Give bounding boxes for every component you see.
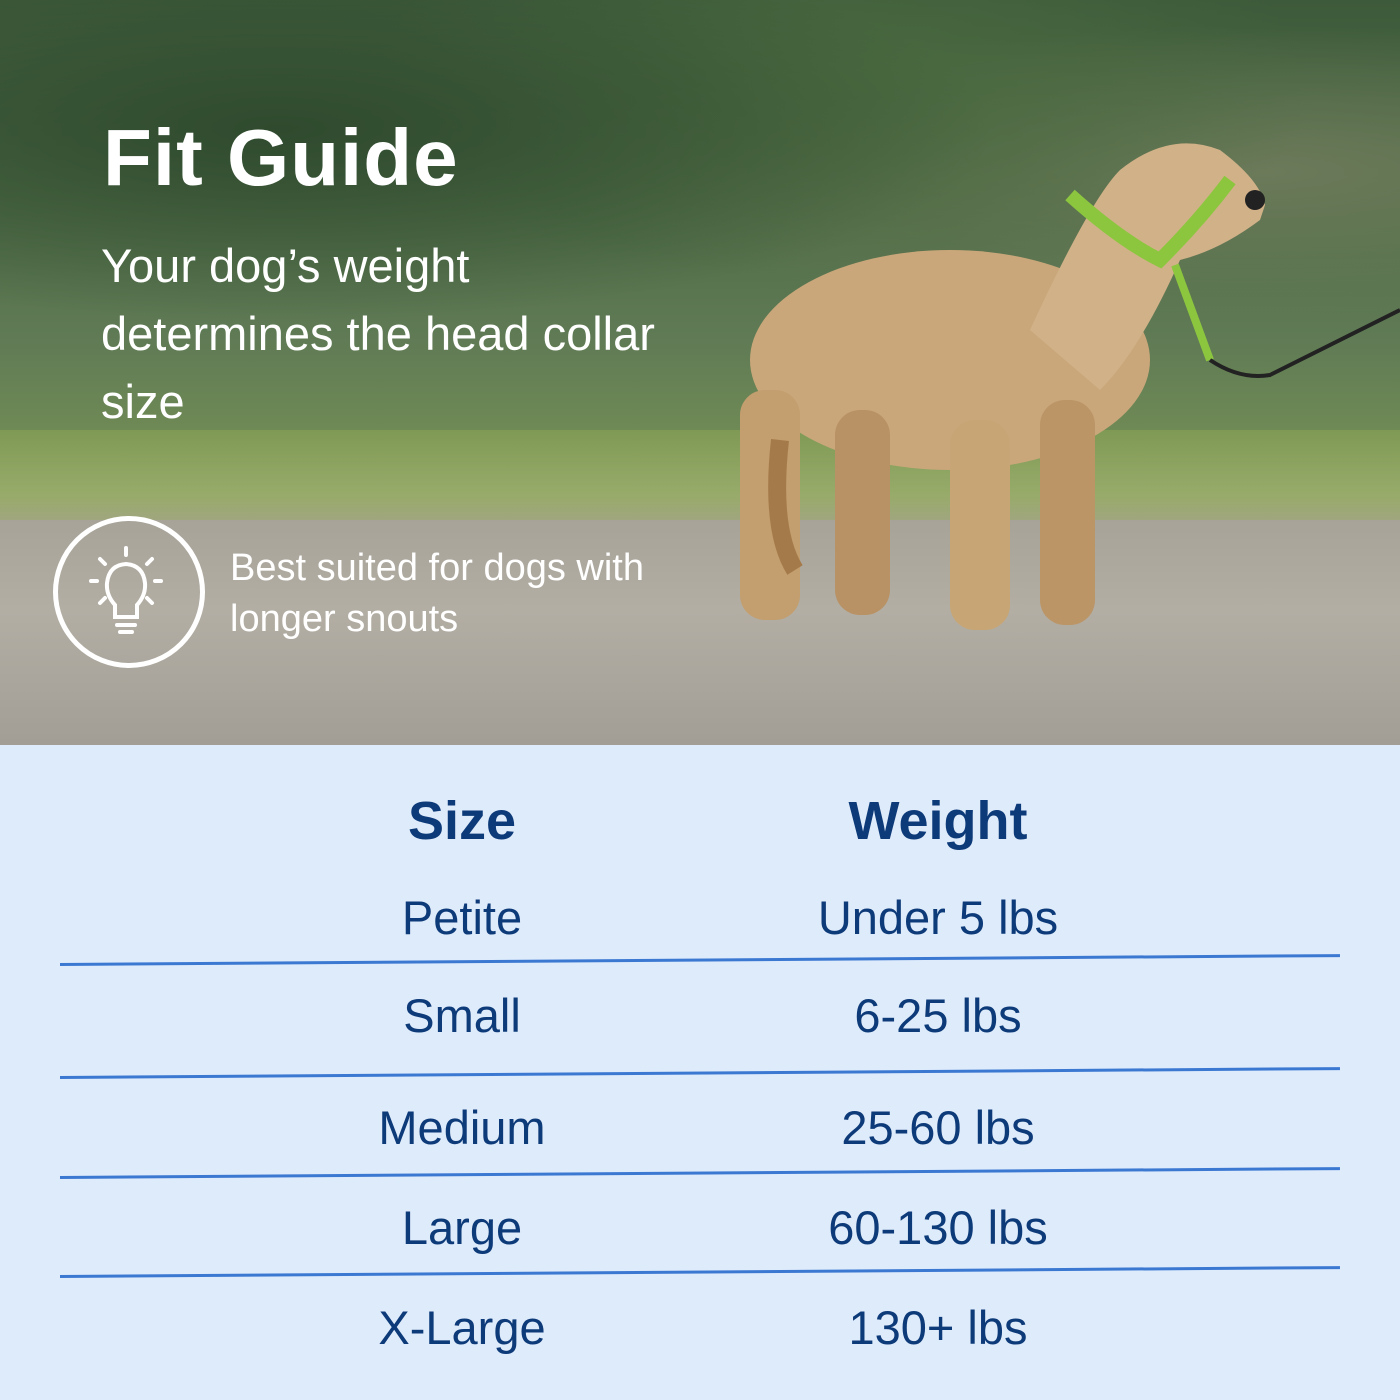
size-cell: Large bbox=[401, 1201, 523, 1254]
tip-text: Best suited for dogs with longer snouts bbox=[230, 547, 644, 640]
size-cell: Small bbox=[403, 989, 521, 1042]
row-divider bbox=[59, 1067, 1340, 1079]
header-weight: Weight bbox=[848, 791, 1028, 851]
weight-cell: Under 5 lbs bbox=[817, 891, 1059, 944]
lightbulb-icon bbox=[89, 546, 163, 634]
header-size: Size bbox=[407, 791, 517, 851]
subtitle: Your dog’s weight determines the head co… bbox=[101, 239, 655, 428]
page-title: Fit Guide bbox=[103, 113, 459, 202]
weight-cell: 25-60 lbs bbox=[841, 1101, 1035, 1154]
size-cell: Petite bbox=[401, 891, 523, 944]
hero-photo bbox=[0, 0, 1400, 745]
weight-cell: 6-25 lbs bbox=[854, 989, 1022, 1042]
weight-cell: 60-130 lbs bbox=[828, 1201, 1048, 1254]
size-cell: X-Large bbox=[378, 1301, 546, 1354]
background-path bbox=[0, 520, 1400, 745]
weight-cell: 130+ lbs bbox=[848, 1301, 1028, 1354]
size-cell: Medium bbox=[378, 1101, 546, 1154]
tip-badge bbox=[53, 516, 205, 668]
row-divider bbox=[59, 1167, 1340, 1179]
row-divider bbox=[59, 1266, 1340, 1278]
dog-image bbox=[740, 143, 1400, 630]
row-divider bbox=[59, 954, 1340, 966]
